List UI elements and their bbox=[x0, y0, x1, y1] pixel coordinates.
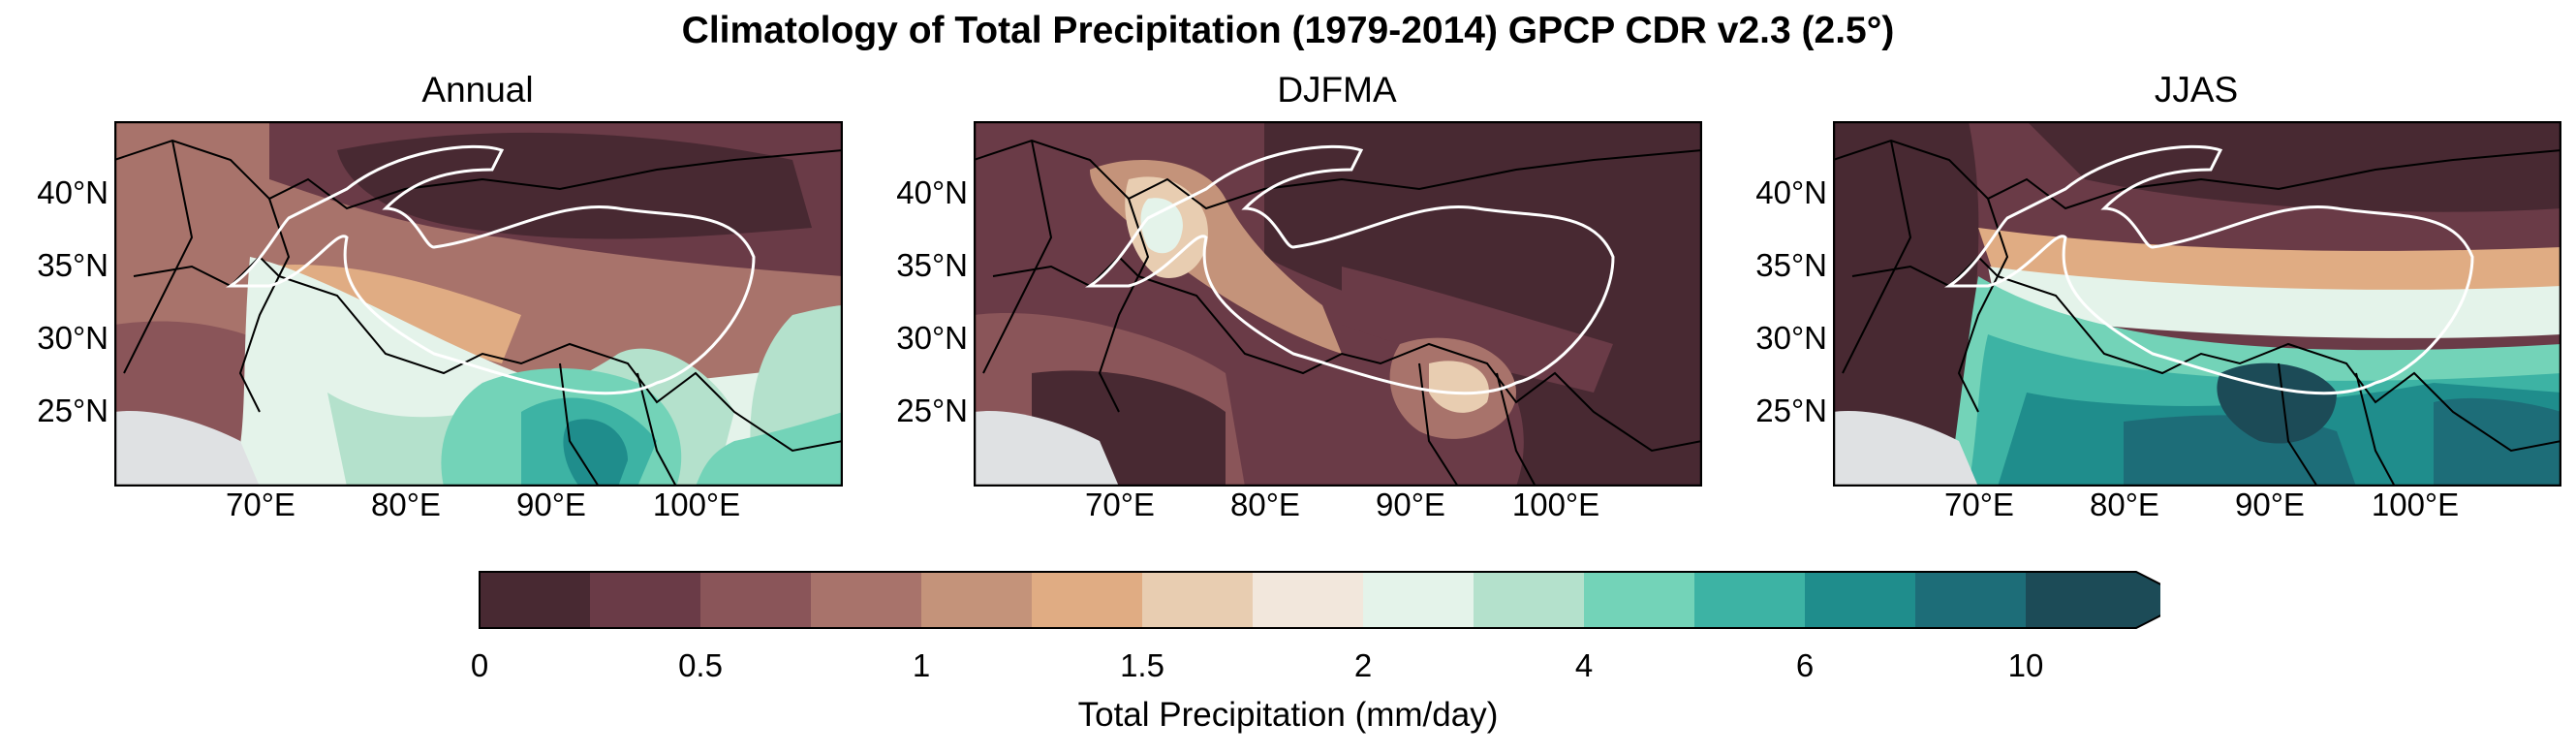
colorbar-level bbox=[1584, 572, 1695, 628]
colorbar-tick: 4 bbox=[1574, 647, 1594, 683]
map-annual bbox=[114, 121, 843, 487]
colorbar-tick: 1 bbox=[912, 647, 931, 683]
lat-label-35n: 35°N bbox=[896, 247, 968, 283]
lon-label-80e: 80°E bbox=[1230, 487, 1300, 522]
lon-label-90e: 90°E bbox=[1376, 487, 1445, 522]
colorbar-level bbox=[480, 572, 591, 628]
lat-label-30n: 30°N bbox=[1755, 320, 1827, 356]
colorbar-level bbox=[1032, 572, 1143, 628]
lat-label-25n: 25°N bbox=[37, 393, 109, 428]
lon-label-90e: 90°E bbox=[2235, 487, 2305, 522]
lat-label-35n: 35°N bbox=[37, 247, 109, 283]
colorbar-tick: 6 bbox=[1795, 647, 1815, 683]
lat-label-30n: 30°N bbox=[37, 320, 109, 356]
colorbar-extend-triangle bbox=[2026, 572, 2160, 628]
lon-label-100e: 100°E bbox=[652, 487, 741, 522]
colorbar-tick: 2 bbox=[1353, 647, 1373, 683]
lat-label-25n: 25°N bbox=[896, 393, 968, 428]
colorbar-tick: 10 bbox=[2007, 647, 2044, 683]
panel-title-djfma: DJFMA bbox=[1277, 70, 1397, 110]
lat-label-25n: 25°N bbox=[1755, 393, 1827, 428]
colorbar-level bbox=[1474, 572, 1585, 628]
lat-label-35n: 35°N bbox=[1755, 247, 1827, 283]
map-jjas bbox=[1833, 121, 2561, 487]
lon-label-100e: 100°E bbox=[1511, 487, 1600, 522]
colorbar-level bbox=[590, 572, 701, 628]
colorbar-level bbox=[1253, 572, 1364, 628]
colorbar-level bbox=[1142, 572, 1254, 628]
colorbar bbox=[479, 571, 2160, 629]
lat-label-40n: 40°N bbox=[896, 174, 968, 210]
lon-label-80e: 80°E bbox=[371, 487, 441, 522]
panel-title-jjas: JJAS bbox=[2154, 70, 2239, 110]
lat-label-40n: 40°N bbox=[37, 174, 109, 210]
lon-label-90e: 90°E bbox=[516, 487, 586, 522]
colorbar-tick: 0 bbox=[470, 647, 489, 683]
lat-label-30n: 30°N bbox=[896, 320, 968, 356]
lat-label-40n: 40°N bbox=[1755, 174, 1827, 210]
colorbar-label: Total Precipitation (mm/day) bbox=[1077, 696, 1499, 734]
colorbar-level bbox=[921, 572, 1033, 628]
colorbar-level bbox=[1805, 572, 1916, 628]
colorbar-tick: 0.5 bbox=[678, 647, 723, 683]
colorbar-level bbox=[1694, 572, 1806, 628]
colorbar-level bbox=[1363, 572, 1474, 628]
colorbar-level bbox=[1915, 572, 2027, 628]
colorbar-level bbox=[700, 572, 812, 628]
lon-label-70e: 70°E bbox=[1944, 487, 2014, 522]
lon-label-80e: 80°E bbox=[2090, 487, 2159, 522]
panel-title-annual: Annual bbox=[421, 70, 534, 110]
lon-label-100e: 100°E bbox=[2371, 487, 2460, 522]
map-djfma bbox=[974, 121, 1702, 487]
lon-label-70e: 70°E bbox=[1085, 487, 1155, 522]
colorbar-tick: 1.5 bbox=[1120, 647, 1164, 683]
figure-title: Climatology of Total Precipitation (1979… bbox=[681, 10, 1895, 51]
colorbar-level bbox=[811, 572, 922, 628]
lon-label-70e: 70°E bbox=[226, 487, 295, 522]
